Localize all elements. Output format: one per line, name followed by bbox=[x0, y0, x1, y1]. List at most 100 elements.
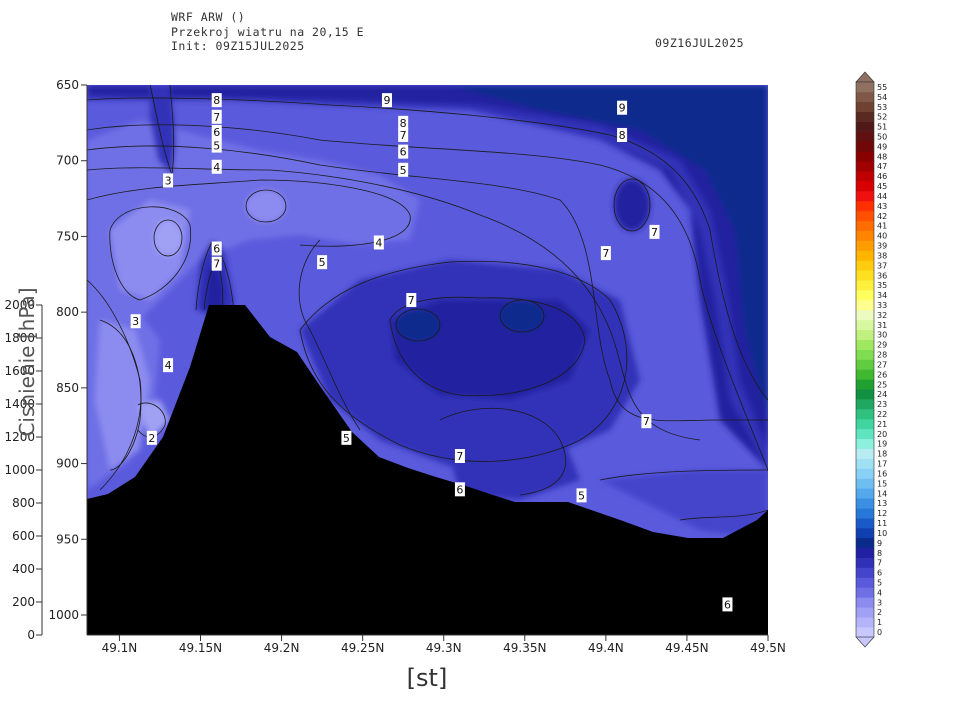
y-tick-label: 900 bbox=[56, 457, 79, 471]
contour-label-box bbox=[146, 430, 157, 445]
contour-label: 7 bbox=[456, 450, 463, 463]
contour-label: 5 bbox=[343, 432, 350, 445]
colorbar-label: 26 bbox=[877, 370, 887, 379]
colorbar-label: 23 bbox=[877, 400, 887, 409]
contour-label: 8 bbox=[400, 117, 407, 130]
colorbar-label: 34 bbox=[877, 291, 887, 300]
colorbar-label: 17 bbox=[877, 460, 887, 469]
contour-label-box bbox=[341, 430, 352, 445]
contour-label: 6 bbox=[400, 146, 407, 159]
colorbar-swatch bbox=[856, 131, 874, 142]
colorbar-label: 25 bbox=[877, 380, 887, 389]
contour-label: 7 bbox=[400, 129, 407, 142]
colorbar-swatch bbox=[856, 547, 874, 559]
colorbar-label: 30 bbox=[877, 331, 887, 340]
colorbar-label: 48 bbox=[877, 152, 887, 161]
contour-label: 5 bbox=[578, 489, 585, 502]
contour-label-box bbox=[163, 173, 174, 188]
y-tick-label: 650 bbox=[56, 78, 79, 92]
colorbar-swatch bbox=[856, 597, 874, 608]
contour-label: 7 bbox=[408, 294, 415, 307]
colorbar-swatch bbox=[856, 161, 874, 172]
contour-label-box bbox=[454, 482, 465, 497]
contour-label: 5 bbox=[319, 256, 326, 269]
colorbar-label: 40 bbox=[877, 232, 887, 241]
contour-label: 8 bbox=[213, 94, 220, 107]
x-tick-label: 49.4N bbox=[588, 641, 624, 655]
contour-label: 6 bbox=[213, 126, 220, 139]
colorbar-label: 31 bbox=[877, 321, 887, 330]
colorbar-swatch bbox=[856, 448, 874, 459]
colorbar-swatch bbox=[856, 369, 874, 380]
x-tick-label: 49.5N bbox=[750, 641, 786, 655]
colorbar-label: 39 bbox=[877, 242, 887, 251]
contour-label: 5 bbox=[400, 164, 407, 177]
colorbar-swatch bbox=[856, 518, 874, 529]
colorbar-label: 21 bbox=[877, 420, 887, 429]
y-tick-label: 1000 bbox=[48, 608, 79, 622]
contour-label-box bbox=[211, 93, 222, 108]
colorbar-swatch bbox=[856, 567, 874, 578]
height-tick-label: 400 bbox=[12, 562, 35, 576]
x-tick-label: 49.1N bbox=[102, 641, 138, 655]
colorbar-swatch bbox=[856, 418, 874, 430]
contour-lines bbox=[87, 85, 768, 521]
colorbar-label: 19 bbox=[877, 440, 887, 449]
contour-label: 4 bbox=[375, 236, 382, 249]
x-tick-label: 49.3N bbox=[426, 641, 462, 655]
colorbar-swatch bbox=[856, 250, 874, 261]
colorbar-label: 24 bbox=[877, 390, 887, 399]
contour-label-box bbox=[211, 138, 222, 153]
contour-label-box bbox=[641, 414, 652, 429]
colorbar-label: 46 bbox=[877, 172, 887, 181]
colorbar-swatch bbox=[856, 468, 874, 479]
height-tick-label: 800 bbox=[12, 496, 35, 510]
colorbar-min-arrow bbox=[855, 636, 875, 648]
height-tick-label: 1400 bbox=[4, 397, 35, 411]
init-time: Init: 09Z15JUL2025 bbox=[171, 39, 305, 53]
colorbar-label: 45 bbox=[877, 182, 887, 191]
colorbar-swatch bbox=[856, 290, 874, 301]
y-tick-label: 750 bbox=[56, 229, 79, 243]
x-tick-label: 49.25N bbox=[341, 641, 384, 655]
contour-label-box bbox=[211, 241, 222, 256]
colorbar-swatch bbox=[856, 478, 874, 489]
colorbar-swatch bbox=[856, 260, 874, 271]
contour-label: 6 bbox=[456, 483, 463, 496]
colorbar-label: 22 bbox=[877, 410, 887, 419]
colorbar-label: 4 bbox=[877, 588, 882, 597]
contour-label-box bbox=[381, 93, 392, 108]
contour-label: 3 bbox=[165, 174, 172, 187]
colorbar-label: 35 bbox=[877, 281, 887, 290]
contour-label: 6 bbox=[213, 243, 220, 256]
colorbar-label: 52 bbox=[877, 113, 887, 122]
colorbar-swatch bbox=[856, 230, 874, 241]
x-axis-title: [st] bbox=[407, 664, 448, 692]
colorbar-label: 20 bbox=[877, 430, 887, 439]
colorbar-swatch bbox=[856, 270, 874, 281]
colorbar-label: 51 bbox=[877, 123, 887, 132]
colorbar-swatch bbox=[856, 111, 874, 122]
colorbar-swatch bbox=[856, 587, 874, 598]
model-title: WRF ARW () bbox=[171, 10, 246, 24]
colorbar-swatch bbox=[856, 617, 874, 628]
valid-time: 09Z16JUL2025 bbox=[655, 36, 745, 50]
colorbar-label: 37 bbox=[877, 261, 887, 270]
contour-label: 9 bbox=[383, 94, 390, 107]
colorbar: 0123456789101112131415161718192021222324… bbox=[855, 71, 887, 648]
colorbar-label: 28 bbox=[877, 351, 887, 360]
contour-label: 7 bbox=[213, 258, 220, 271]
colorbar-label: 2 bbox=[877, 608, 882, 617]
colorbar-swatch bbox=[856, 309, 874, 321]
colorbar-swatch bbox=[856, 300, 874, 311]
colorbar-label: 8 bbox=[877, 549, 882, 558]
colorbar-label: 32 bbox=[877, 311, 887, 320]
x-tick-label: 49.2N bbox=[264, 641, 300, 655]
colorbar-swatch bbox=[856, 438, 874, 449]
contour-label: 9 bbox=[619, 102, 626, 115]
colorbar-label: 36 bbox=[877, 271, 887, 280]
colorbar-frame bbox=[855, 81, 875, 638]
x-tick-label: 49.15N bbox=[179, 641, 222, 655]
